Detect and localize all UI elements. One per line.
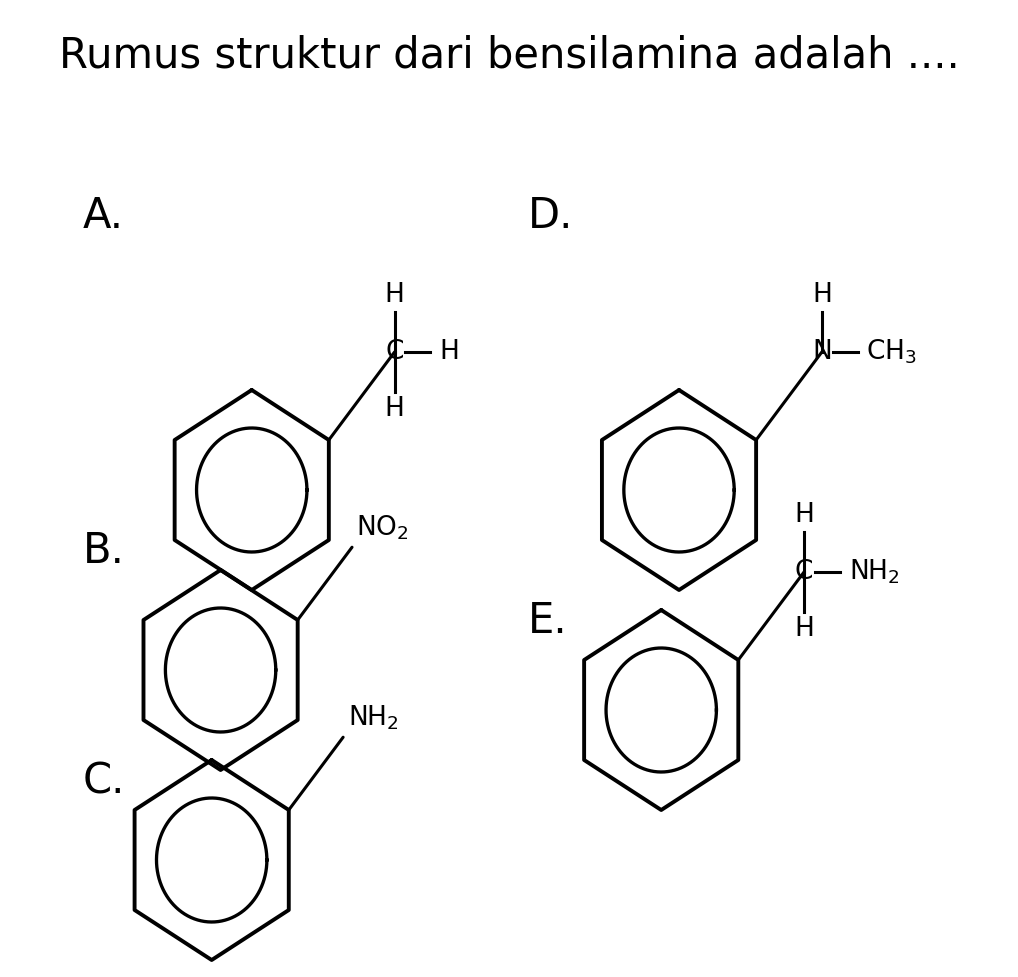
Text: NH$_2$: NH$_2$ <box>849 558 900 586</box>
Text: H: H <box>439 339 459 364</box>
Text: C.: C. <box>82 760 125 802</box>
Text: Rumus struktur dari bensilamina adalah ....: Rumus struktur dari bensilamina adalah .… <box>59 35 959 77</box>
Text: E.: E. <box>527 600 567 642</box>
Text: H: H <box>794 502 814 528</box>
Text: D.: D. <box>527 195 573 237</box>
Text: NH$_2$: NH$_2$ <box>347 703 398 732</box>
Text: NO$_2$: NO$_2$ <box>356 514 409 542</box>
Text: H: H <box>385 396 404 422</box>
Text: N: N <box>812 339 832 364</box>
Text: H: H <box>794 616 814 642</box>
Text: H: H <box>385 282 404 308</box>
Text: B.: B. <box>82 530 124 572</box>
Text: C: C <box>386 339 404 364</box>
Text: H: H <box>812 282 832 308</box>
Text: A.: A. <box>82 195 123 237</box>
Text: C: C <box>795 559 813 585</box>
Text: CH$_3$: CH$_3$ <box>866 338 917 366</box>
